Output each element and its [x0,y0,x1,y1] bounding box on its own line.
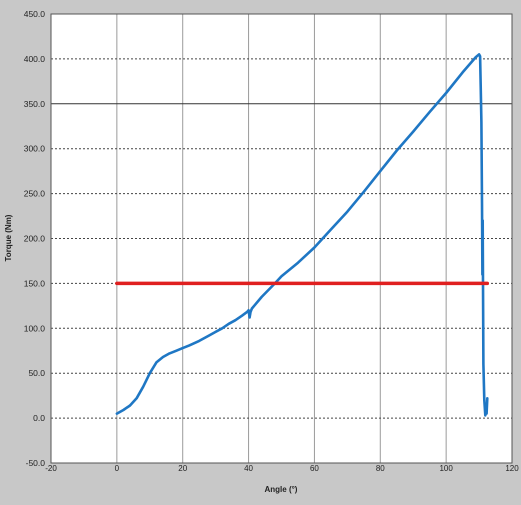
y-axis-label: Torque (Nm) [4,214,13,261]
x-tick-label: 20 [178,464,187,473]
x-tick-label: 0 [115,464,120,473]
x-tick-label: 40 [244,464,253,473]
x-tick-label: 80 [376,464,385,473]
y-tick-label: -50.0 [26,458,46,468]
torque-series-line [115,53,489,417]
x-tick-label: 120 [505,464,519,473]
plot-border [50,13,513,464]
y-tick-label: 0.0 [33,413,45,423]
x-axis-label: Angle (°) [265,485,298,494]
y-tick-label: 200.0 [24,234,46,244]
y-tick-label: 250.0 [24,189,46,199]
y-tick-label: 100.0 [24,323,46,333]
tick-labels: -20 0 20 40 60 80 100 120 -50.0 0.0 50.0 100.0 150.0… [24,9,520,473]
x-tick-label: 60 [310,464,319,473]
y-tick-label: 400.0 [24,54,46,64]
series-layer [115,53,490,417]
y-tick-label: 150.0 [24,278,46,288]
y-tick-label: 350.0 [24,99,46,109]
y-tick-label: 50.0 [28,368,45,378]
y-tick-label: 450.0 [24,9,46,19]
x-tick-label: 100 [439,464,453,473]
x-tick-label: -20 [45,464,57,473]
y-tick-label: 300.0 [24,144,46,154]
